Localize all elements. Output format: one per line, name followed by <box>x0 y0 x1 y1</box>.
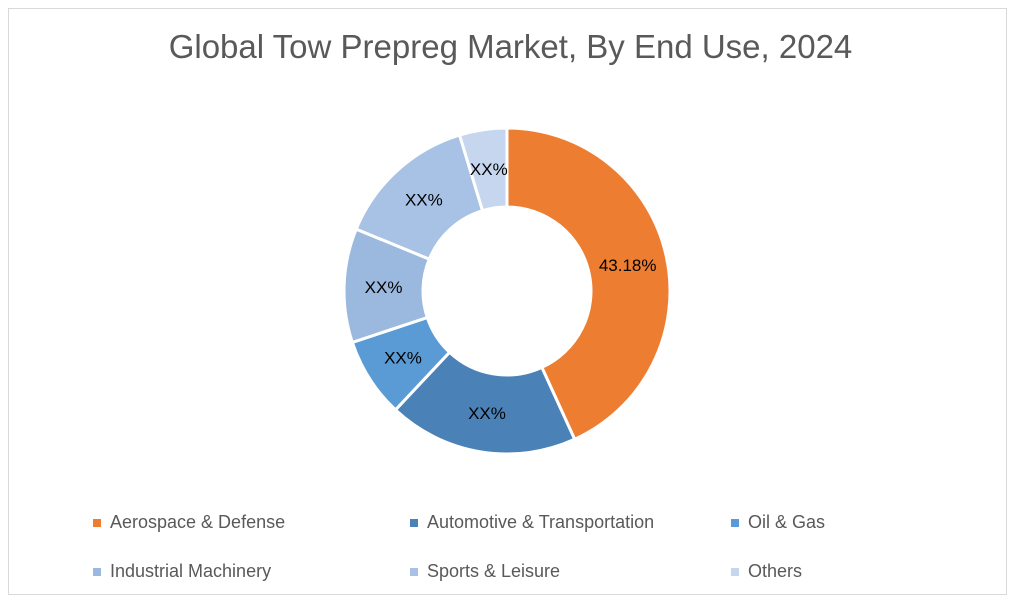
legend-label: Aerospace & Defense <box>110 512 286 532</box>
data-label: XX% <box>405 191 443 210</box>
legend-item: Sports & Leisure <box>410 561 560 582</box>
legend-swatch <box>731 567 739 576</box>
legend-label: Industrial Machinery <box>110 561 272 581</box>
legend-item: Aerospace & Defense <box>93 512 285 533</box>
chart-title: Global Tow Prepreg Market, By End Use, 2… <box>168 28 853 65</box>
donut-slice-1 <box>393 350 577 456</box>
legend-item: Industrial Machinery <box>93 561 271 582</box>
chart-frame <box>8 8 1007 595</box>
legend-item: Others <box>731 561 802 582</box>
donut-slice-0 <box>505 126 672 442</box>
data-label: XX% <box>470 160 508 179</box>
data-label: XX% <box>468 404 506 423</box>
legend-swatch <box>93 518 101 527</box>
data-label: 43.18% <box>599 256 657 275</box>
donut-slice-5 <box>457 126 509 213</box>
legend-item: Oil & Gas <box>731 512 825 533</box>
data-label: XX% <box>365 278 403 297</box>
legend-label: Sports & Leisure <box>427 561 561 581</box>
legend-label: Oil & Gas <box>748 512 826 532</box>
legend-item: Automotive & Transportation <box>410 512 654 533</box>
legend-label: Automotive & Transportation <box>427 512 655 532</box>
legend-swatch <box>93 567 101 576</box>
legend-swatch <box>731 518 739 527</box>
data-label: XX% <box>384 349 422 368</box>
legend-label: Others <box>748 561 803 581</box>
legend-swatch <box>410 518 418 527</box>
legend-swatch <box>410 567 418 576</box>
